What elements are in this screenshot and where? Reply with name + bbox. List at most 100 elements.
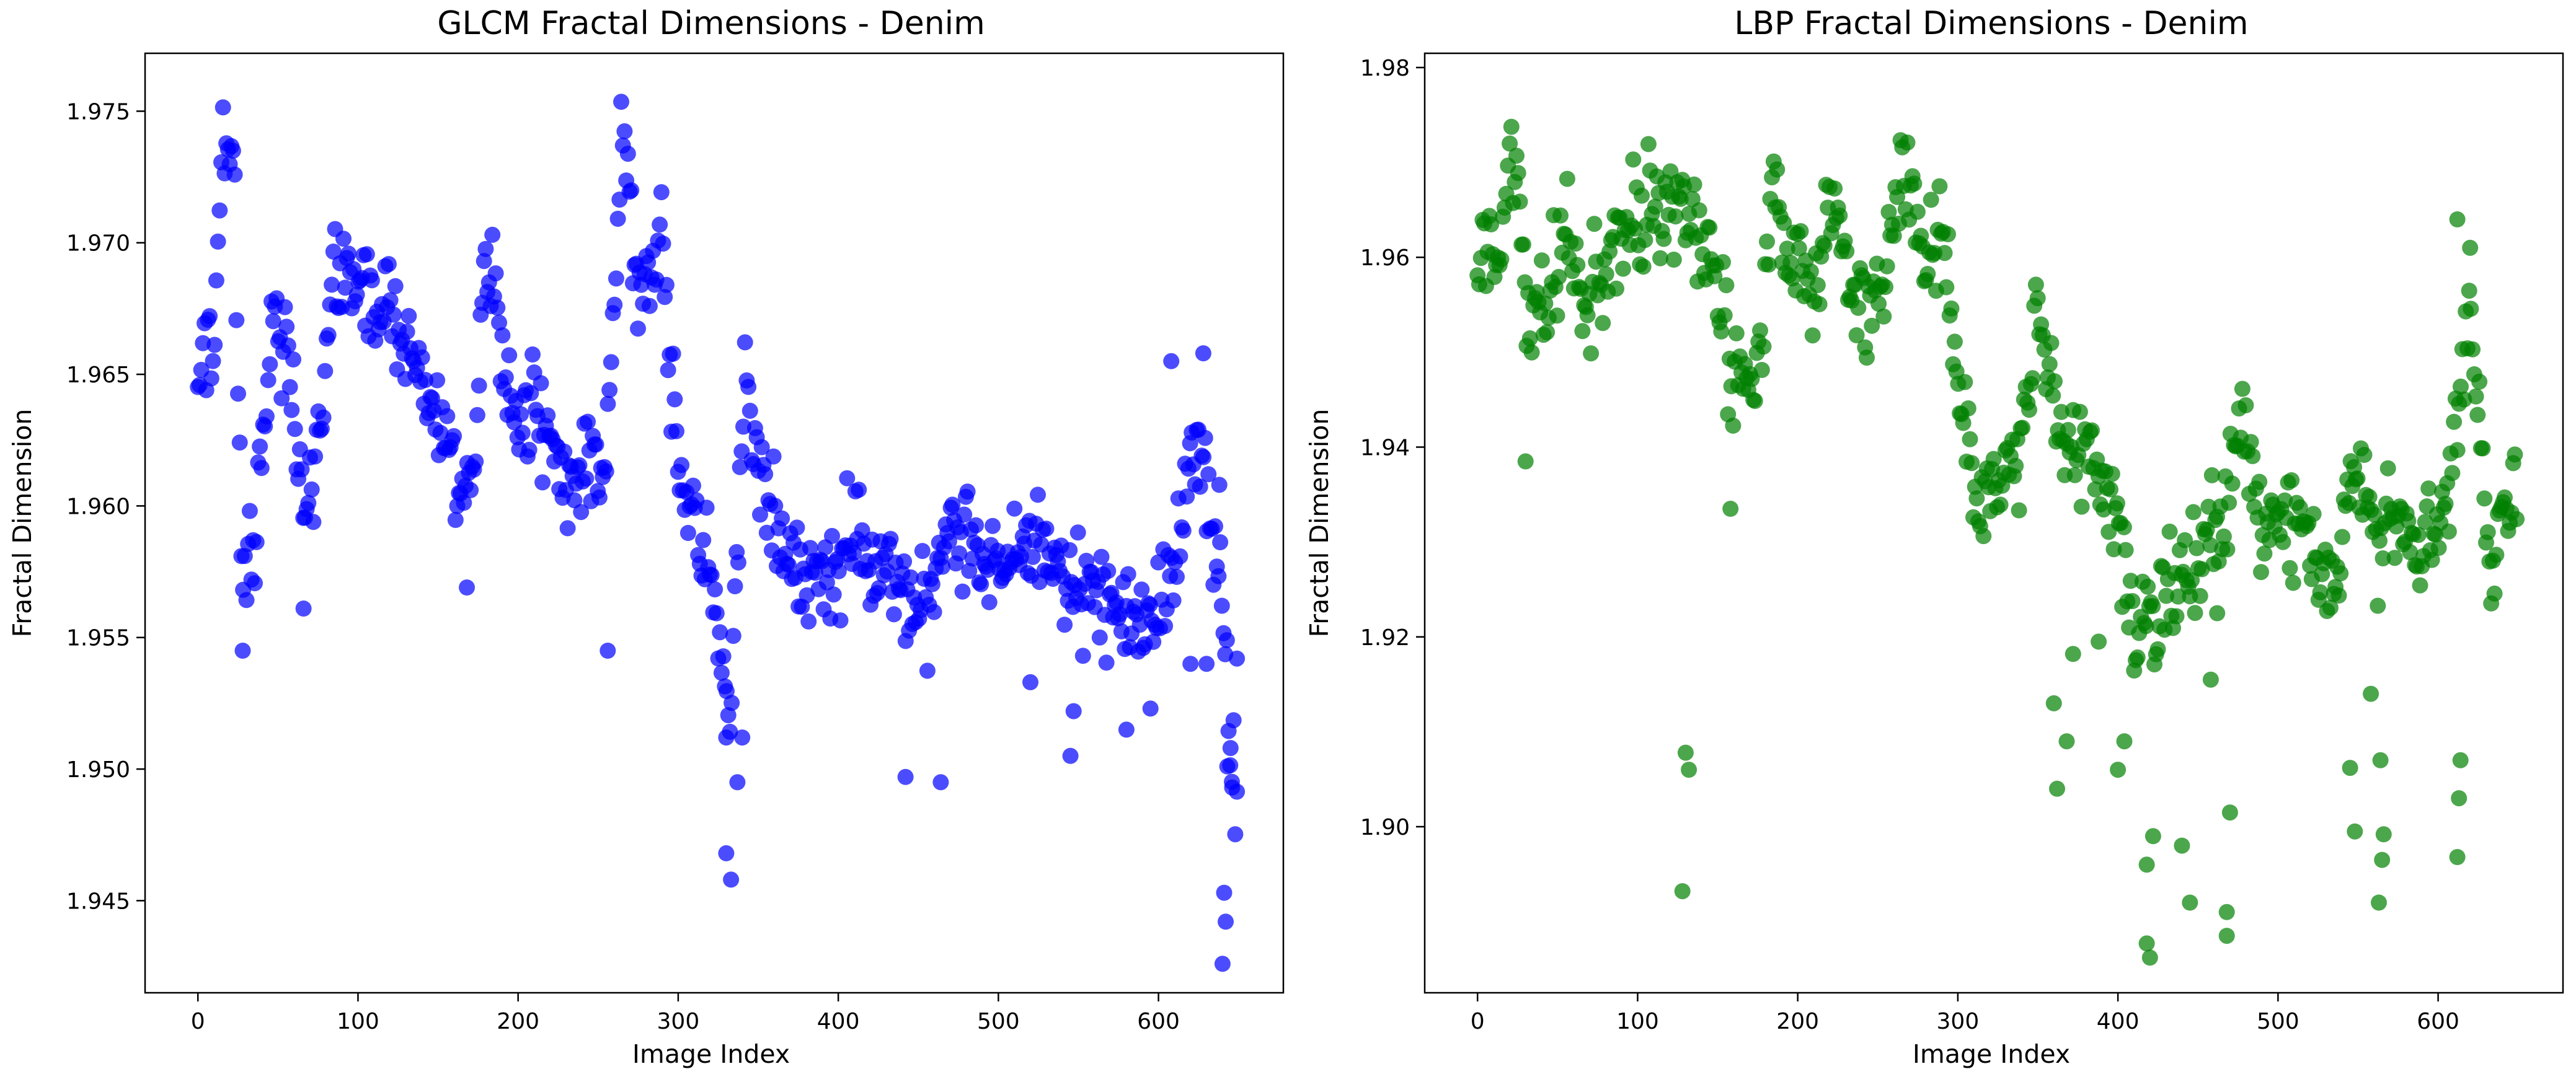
glcm-data-point (641, 297, 658, 314)
lbp-data-point (1946, 333, 1963, 350)
lbp-data-point (1790, 240, 1807, 257)
lbp-data-point (2138, 935, 2155, 952)
lbp-data-point (1899, 134, 1916, 151)
lbp-y-tick-label: 1.98 (1360, 56, 1410, 81)
glcm-data-point (1175, 522, 1192, 539)
glcm-data-point (303, 481, 320, 498)
lbp-data-point (2124, 593, 2141, 609)
lbp-data-point (2117, 542, 2134, 558)
glcm-data-point (601, 382, 618, 398)
glcm-data-point (981, 594, 998, 610)
glcm-data-point (926, 604, 942, 620)
lbp-data-point (2218, 928, 2235, 944)
lbp-data-point (1510, 165, 1526, 182)
glcm-data-point (285, 351, 301, 367)
lbp-data-point (1938, 279, 1955, 296)
glcm-data-point (832, 612, 849, 629)
lbp-data-point (2182, 894, 2198, 911)
glcm-data-point (870, 580, 887, 596)
lbp-data-point (2342, 760, 2358, 776)
glcm-data-point (293, 461, 310, 478)
lbp-data-point (1677, 744, 1694, 761)
lbp-data-point (2474, 440, 2491, 457)
lbp-data-point (2203, 467, 2220, 483)
glcm-data-point (387, 278, 404, 294)
glcm-data-point (231, 434, 248, 451)
glcm-data-point (539, 407, 556, 424)
glcm-data-point (1120, 566, 1136, 583)
lbp-data-point (1864, 317, 1880, 334)
glcm-data-point (432, 424, 449, 441)
glcm-data-point (206, 336, 223, 353)
lbp-data-point (2322, 599, 2339, 616)
lbp-data-point (2109, 495, 2125, 512)
glcm-data-point (208, 272, 224, 289)
glcm-data-point (280, 337, 296, 354)
lbp-data-point (2184, 572, 2200, 589)
glcm-data-point (286, 421, 303, 438)
glcm-y-tick-label: 1.950 (66, 757, 130, 783)
glcm-data-point (737, 334, 753, 351)
lbp-data-point (2224, 475, 2241, 492)
glcm-data-point (715, 648, 732, 665)
lbp-data-point (2449, 442, 2466, 459)
lbp-data-point (2372, 752, 2389, 768)
glcm-data-point (1197, 429, 1213, 446)
glcm-x-tick-label: 600 (1137, 1009, 1180, 1034)
lbp-y-tick-label: 1.92 (1360, 625, 1410, 651)
glcm-data-point (1212, 534, 1229, 550)
lbp-data-point (2312, 584, 2329, 600)
lbp-data-point (1508, 147, 1525, 164)
lbp-data-point (2305, 506, 2322, 522)
lbp-data-point (2011, 502, 2027, 519)
lbp-data-point (2449, 849, 2466, 865)
glcm-data-point (241, 503, 258, 519)
glcm-data-point (752, 506, 768, 523)
glcm-data-point (919, 662, 936, 679)
glcm-data-point (278, 319, 295, 335)
lbp-data-point (1811, 296, 1828, 312)
glcm-data-point (753, 439, 770, 455)
lbp-data-point (2420, 480, 2437, 497)
lbp-data-point (1802, 263, 1819, 280)
glcm-data-point (363, 272, 380, 289)
lbp-data-point (2332, 565, 2349, 582)
lbp-data-point (2065, 646, 2081, 662)
lbp-data-point (1503, 118, 1520, 135)
lbp-data-point (2138, 856, 2155, 873)
glcm-data-point (277, 299, 293, 315)
glcm-data-point (1038, 521, 1055, 537)
glcm-data-point (1227, 826, 1244, 843)
glcm-data-point (1179, 488, 1195, 505)
glcm-data-point (491, 314, 507, 331)
glcm-data-point (325, 244, 342, 260)
lbp-data-point (2402, 544, 2419, 560)
lbp-data-point (1923, 191, 1939, 208)
lbp-chart: LBP Fractal Dimensions - Denim 0 100 200 30… (1304, 5, 2564, 1069)
glcm-data-point (571, 457, 588, 473)
glcm-data-point (944, 496, 961, 513)
glcm-data-point (600, 643, 616, 659)
lbp-data-point (1859, 350, 1875, 366)
lbp-data-point (2209, 605, 2226, 622)
glcm-data-point (1118, 721, 1135, 738)
glcm-data-point (463, 482, 479, 498)
lbp-data-point (1722, 501, 1739, 517)
lbp-data-point (2027, 276, 2044, 293)
glcm-data-point (324, 276, 340, 293)
glcm-xlabel: Image Index (632, 1039, 790, 1069)
glcm-data-point (337, 279, 353, 296)
glcm-data-point (265, 313, 281, 330)
glcm-data-point (380, 256, 397, 273)
glcm-data-point (456, 495, 472, 511)
glcm-data-point (973, 576, 989, 592)
glcm-data-point (732, 459, 748, 475)
glcm-data-point (655, 235, 671, 252)
glcm-data-point (668, 423, 684, 439)
glcm-data-point (718, 845, 735, 861)
lbp-data-point (2049, 780, 2065, 797)
glcm-data-point (1222, 740, 1239, 757)
lbp-data-point (1559, 170, 1575, 187)
glcm-data-point (484, 226, 501, 243)
lbp-data-point (1574, 323, 1591, 340)
